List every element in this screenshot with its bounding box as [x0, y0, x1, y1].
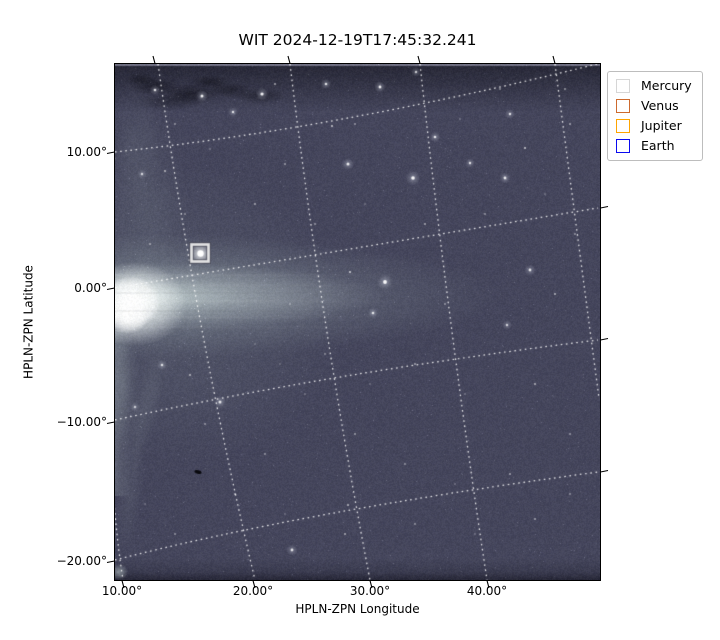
x-tick-label: 20.00° [232, 584, 274, 598]
x-tick-label: 30.00° [349, 584, 391, 598]
legend-swatch-mercury-icon [616, 79, 630, 93]
y-tick-mark [106, 421, 115, 425]
legend-label: Jupiter [641, 118, 682, 133]
sky-image-canvas [115, 64, 600, 580]
y-tick-mark [106, 287, 115, 291]
plot-title: WIT 2024-12-19T17:45:32.241 [238, 31, 477, 49]
legend-item-mercury: Mercury [616, 79, 692, 93]
right-tick-mark [600, 469, 609, 473]
legend-item-venus: Venus [616, 99, 692, 113]
y-axis-label: HPLN-ZPN Latitude [21, 265, 36, 379]
y-tick-label: −10.00° [56, 415, 107, 429]
y-tick-label: 0.00° [74, 281, 107, 295]
x-axis-label: HPLN-ZPN Longitude [295, 602, 420, 616]
y-tick-mark [106, 560, 115, 564]
y-tick-label: 10.00° [66, 145, 107, 159]
legend: Mercury Venus Jupiter Earth [607, 71, 703, 161]
legend-swatch-jupiter-icon [616, 119, 630, 133]
y-tick-label: −20.00° [56, 554, 107, 568]
top-tick-mark [552, 55, 556, 64]
legend-label: Mercury [641, 78, 692, 93]
top-tick-mark [417, 55, 421, 64]
right-tick-mark [600, 337, 609, 341]
legend-label: Venus [641, 98, 679, 113]
legend-swatch-venus-icon [616, 99, 630, 113]
x-tick-label: 40.00° [466, 584, 508, 598]
y-tick-mark [106, 151, 115, 155]
legend-item-earth: Earth [616, 139, 692, 153]
legend-swatch-earth-icon [616, 139, 630, 153]
legend-label: Earth [641, 138, 675, 153]
legend-item-jupiter: Jupiter [616, 119, 692, 133]
x-tick-label: 10.00° [101, 584, 143, 598]
top-tick-mark [152, 55, 156, 64]
top-tick-mark [287, 55, 291, 64]
right-tick-mark [600, 205, 609, 209]
